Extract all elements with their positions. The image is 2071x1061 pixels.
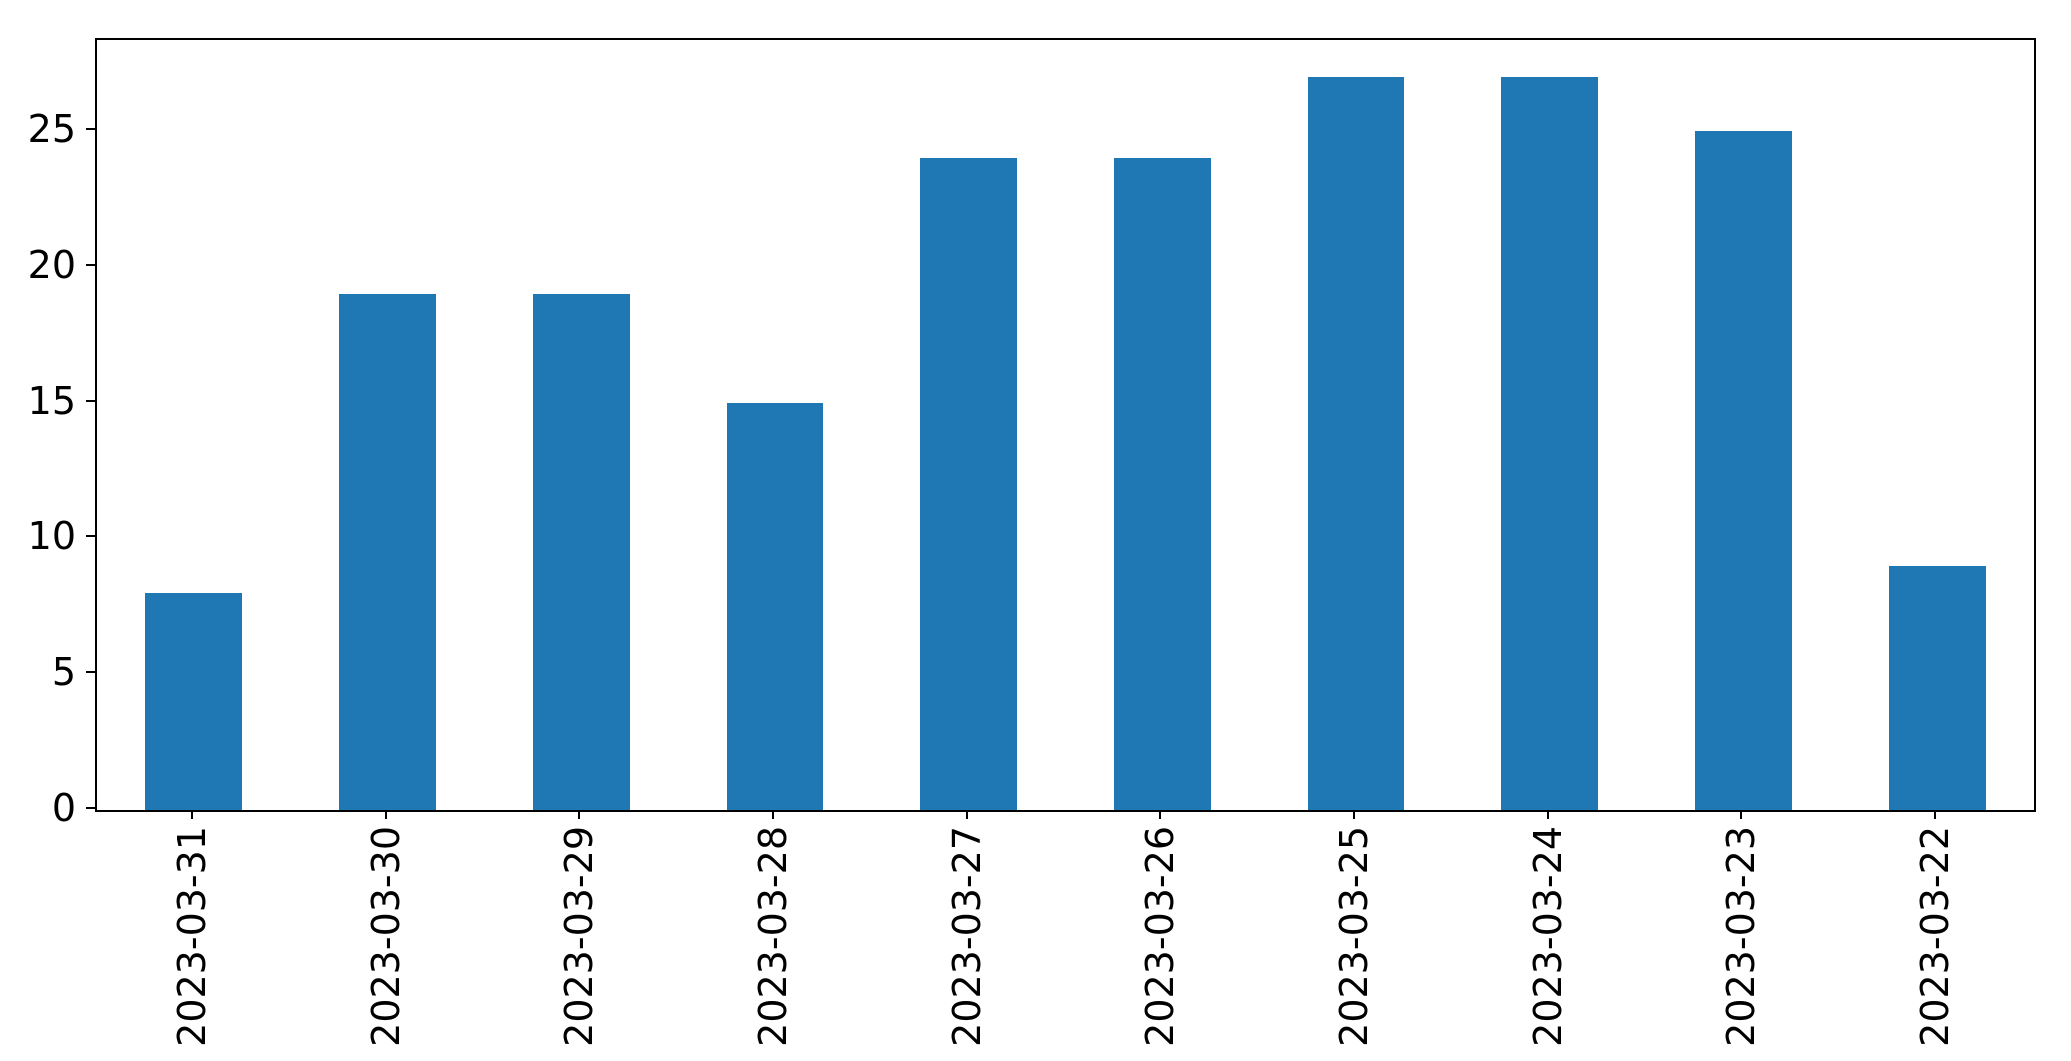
y-tick-mark-0 (86, 807, 95, 809)
x-tick-mark-2023-03-27 (965, 810, 968, 819)
x-tick-label-2023-03-23: 2023-03-23 (1719, 826, 1764, 1047)
x-tick-mark-2023-03-23 (1740, 810, 1743, 819)
bar-2023-03-24 (1501, 76, 1599, 810)
y-tick-label-5: 5 (51, 650, 76, 695)
bar-2023-03-23 (1695, 131, 1792, 810)
x-tick-mark-2023-03-28 (771, 810, 774, 819)
y-tick-label-10: 10 (27, 514, 76, 559)
x-tick-label-2023-03-24: 2023-03-24 (1525, 826, 1570, 1047)
y-tick-mark-5 (86, 671, 95, 674)
x-tick-label-2023-03-22: 2023-03-22 (1913, 826, 1958, 1047)
y-tick-label-15: 15 (27, 378, 76, 423)
bar-2023-03-22 (1888, 565, 1986, 810)
bar-2023-03-29 (532, 293, 630, 810)
x-tick-mark-2023-03-29 (578, 810, 581, 819)
x-tick-label-2023-03-25: 2023-03-25 (1332, 826, 1377, 1047)
plot-area (95, 38, 2036, 812)
bar-2023-03-27 (920, 158, 1018, 810)
y-tick-mark-20 (86, 263, 95, 266)
y-tick-mark-10 (86, 535, 95, 538)
x-tick-mark-2023-03-30 (384, 810, 387, 819)
y-tick-mark-25 (86, 127, 95, 130)
bar-2023-03-28 (726, 402, 824, 810)
bar-2023-03-25 (1307, 76, 1405, 810)
y-tick-label-0: 0 (51, 786, 76, 830)
x-tick-mark-2023-03-25 (1353, 810, 1356, 819)
x-tick-label-2023-03-26: 2023-03-26 (1138, 826, 1183, 1047)
bar-2023-03-30 (339, 293, 436, 810)
y-tick-label-25: 25 (27, 106, 76, 151)
x-tick-label-2023-03-28: 2023-03-28 (750, 826, 795, 1047)
x-tick-label-2023-03-30: 2023-03-30 (363, 826, 408, 1047)
x-tick-mark-2023-03-31 (190, 810, 193, 819)
bar-2023-03-31 (145, 592, 243, 810)
x-tick-label-2023-03-29: 2023-03-29 (557, 826, 602, 1047)
x-tick-mark-2023-03-24 (1546, 810, 1549, 819)
bar-2023-03-26 (1113, 158, 1211, 810)
x-tick-label-2023-03-31: 2023-03-31 (169, 826, 214, 1047)
y-tick-label-20: 20 (27, 242, 76, 287)
x-tick-mark-2023-03-26 (1159, 810, 1162, 819)
y-tick-mark-15 (86, 399, 95, 402)
x-tick-mark-2023-03-22 (1934, 810, 1937, 819)
x-tick-label-2023-03-27: 2023-03-27 (944, 826, 989, 1047)
